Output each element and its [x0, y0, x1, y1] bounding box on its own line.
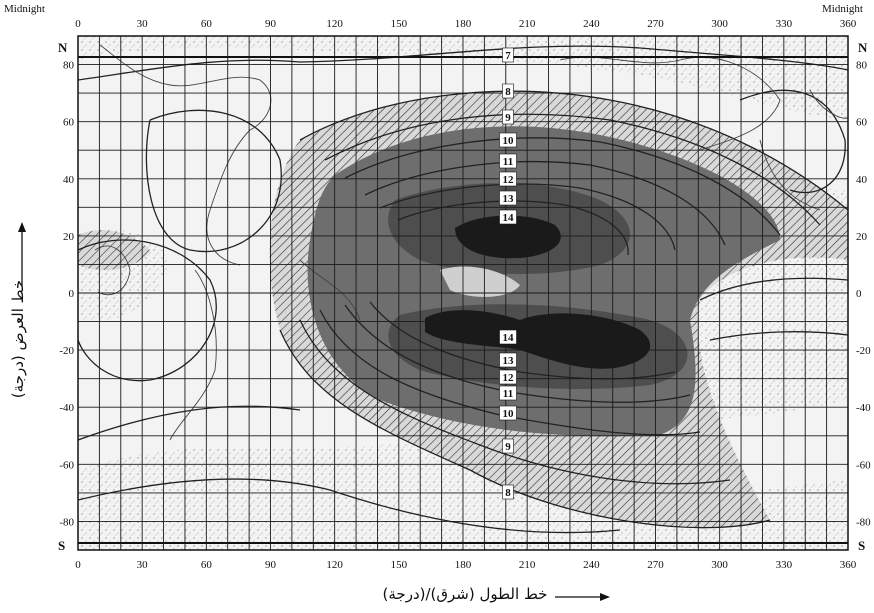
right-tick-label: 20	[856, 231, 868, 243]
contour-label: 12	[499, 369, 517, 385]
svg-text:10: 10	[503, 408, 515, 420]
left-tick-label: 20	[63, 231, 75, 243]
contour-label: 9	[502, 109, 514, 125]
x-axis-arrowhead	[600, 593, 610, 601]
svg-text:7: 7	[505, 50, 511, 62]
y-axis-title: خط العرض (درجة)	[9, 279, 27, 399]
left-axis-ticks: 80 60 40 20 0 -20 -40 -60 -80	[59, 60, 74, 529]
left-tick-label: -40	[59, 402, 74, 414]
grid-lines	[78, 36, 848, 550]
left-tick-label: -60	[59, 459, 74, 471]
right-tick-label: -20	[856, 345, 871, 357]
contour-label: 12	[499, 171, 517, 187]
top-tick-label: 360	[840, 18, 857, 30]
top-tick-label: 60	[201, 18, 213, 30]
light-island	[440, 266, 520, 297]
bottom-tick-label: 120	[326, 559, 343, 571]
contour-label: 11	[499, 385, 517, 401]
bottom-tick-label: 180	[455, 559, 472, 571]
contour-label: 13	[499, 190, 517, 206]
svg-text:9: 9	[505, 112, 511, 124]
contour-label: 11	[499, 153, 517, 169]
svg-text:13: 13	[503, 355, 515, 367]
right-tick-label: 0	[856, 288, 862, 300]
top-tick-label: 120	[326, 18, 343, 30]
svg-text:9: 9	[505, 441, 511, 453]
left-south-letter: S	[58, 538, 65, 553]
plot-border	[77, 35, 849, 551]
bottom-tick-label: 300	[711, 559, 728, 571]
bottom-tick-label: 150	[391, 559, 408, 571]
right-tick-label: 40	[856, 174, 868, 186]
top-tick-label: 240	[583, 18, 600, 30]
right-tick-label: 60	[856, 117, 868, 129]
svg-text:11: 11	[503, 388, 513, 400]
left-tick-label: 60	[63, 117, 75, 129]
top-axis-ticks: 0 30 60 90 120 150 180 210 240 270 300 330 360	[75, 18, 857, 30]
contour-label: 7	[502, 47, 514, 63]
svg-text:8: 8	[505, 86, 511, 98]
contour-label: 10	[499, 405, 517, 421]
bottom-axis-ticks: 0 30 60 90 120 150 180 210 240 270 300 330 360	[75, 559, 857, 571]
top-tick-label: 180	[455, 18, 472, 30]
contour-value-labels: 7 8 9 10 11 12 13 14 14 13 12 11 10 9 8	[499, 47, 517, 500]
right-tick-label: 80	[856, 60, 868, 72]
contour-label: 13	[499, 352, 517, 368]
svg-text:12: 12	[503, 174, 515, 186]
top-tick-label: 270	[647, 18, 664, 30]
left-tick-label: 40	[63, 174, 75, 186]
top-tick-label: 30	[137, 18, 149, 30]
top-tick-label: 90	[265, 18, 277, 30]
bottom-tick-label: 0	[75, 559, 81, 571]
svg-text:13: 13	[503, 193, 515, 205]
left-tick-label: 0	[69, 288, 75, 300]
bottom-tick-label: 210	[519, 559, 536, 571]
dark-core-north	[455, 215, 561, 259]
y-axis-arrowhead	[18, 222, 26, 232]
svg-text:14: 14	[503, 212, 515, 224]
latitude-bands	[78, 56, 848, 544]
right-tick-label: -80	[856, 516, 871, 528]
bottom-tick-label: 60	[201, 559, 213, 571]
left-north-letter: N	[58, 40, 68, 55]
top-tick-label: 300	[711, 18, 728, 30]
top-tick-label: 150	[391, 18, 408, 30]
svg-text:10: 10	[503, 135, 515, 147]
contour-label: 9	[502, 438, 514, 454]
right-tick-label: -60	[856, 459, 871, 471]
bottom-tick-label: 360	[840, 559, 857, 571]
dark-core-south	[425, 310, 651, 369]
left-tick-label: -20	[59, 345, 74, 357]
bottom-tick-label: 330	[776, 559, 793, 571]
contour-label: 14	[499, 209, 517, 225]
right-axis-ticks: 80 60 40 20 0 -20 -40 -60 -80	[856, 60, 871, 529]
svg-text:14: 14	[503, 332, 515, 344]
left-tick-label: -80	[59, 516, 74, 528]
bottom-tick-label: 240	[583, 559, 600, 571]
contour-label: 8	[502, 484, 514, 500]
top-right-midnight-label: Midnight	[822, 3, 863, 15]
svg-text:8: 8	[505, 487, 511, 499]
top-left-midnight-label: Midnight	[4, 3, 45, 15]
contour-label: 10	[499, 132, 517, 148]
top-tick-label: 210	[519, 18, 536, 30]
x-axis-title: خط الطول (شرق)/(درجة)	[382, 585, 548, 603]
right-south-letter: S	[858, 538, 865, 553]
contour-label: 14	[499, 329, 517, 345]
right-tick-label: -40	[856, 402, 871, 414]
svg-text:11: 11	[503, 156, 513, 168]
bottom-tick-label: 270	[647, 559, 664, 571]
left-tick-label: 80	[63, 60, 75, 72]
top-tick-label: 330	[776, 18, 793, 30]
bottom-tick-label: 30	[137, 559, 149, 571]
right-north-letter: N	[858, 40, 868, 55]
top-tick-label: 0	[75, 18, 81, 30]
bottom-tick-label: 90	[265, 559, 277, 571]
contour-label: 8	[502, 83, 514, 99]
svg-text:12: 12	[503, 372, 515, 384]
